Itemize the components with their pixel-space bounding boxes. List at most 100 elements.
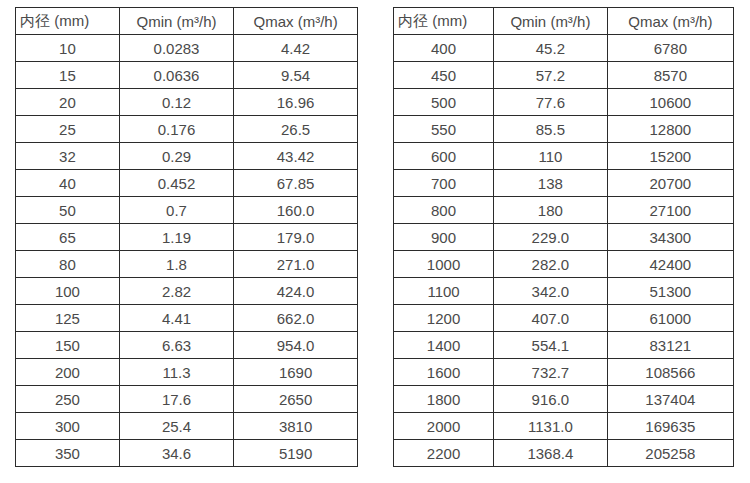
table-row: 1506.63954.0 (16, 332, 358, 359)
data-cell: 20 (16, 89, 120, 116)
data-cell: 350 (16, 440, 120, 467)
data-cell: 2.82 (119, 278, 233, 305)
header-cell-qmin: Qmin (m³/h) (119, 8, 233, 35)
data-cell: 110 (494, 143, 608, 170)
data-cell: 700 (394, 170, 494, 197)
data-cell: 160.0 (234, 197, 358, 224)
table-row: 1000282.042400 (394, 251, 734, 278)
data-cell: 0.12 (119, 89, 233, 116)
data-cell: 12800 (607, 116, 733, 143)
data-cell: 0.0636 (119, 62, 233, 89)
data-cell: 4.41 (119, 305, 233, 332)
data-cell: 179.0 (234, 224, 358, 251)
header-cell-qmax: Qmax (m³/h) (234, 8, 358, 35)
data-cell: 57.2 (494, 62, 608, 89)
data-cell: 1131.0 (494, 413, 608, 440)
data-cell: 732.7 (494, 359, 608, 386)
data-cell: 424.0 (234, 278, 358, 305)
data-cell: 400 (394, 35, 494, 62)
table-header: 内径 (mm) Qmin (m³/h) Qmax (m³/h) (394, 8, 734, 35)
table-row: 900229.034300 (394, 224, 734, 251)
data-cell: 0.29 (119, 143, 233, 170)
data-cell: 15200 (607, 143, 733, 170)
header-cell-qmax: Qmax (m³/h) (607, 8, 733, 35)
data-cell: 4.42 (234, 35, 358, 62)
data-cell: 32 (16, 143, 120, 170)
flow-spec-table-large-diameters: 内径 (mm) Qmin (m³/h) Qmax (m³/h) 40045.26… (393, 7, 734, 467)
table-row: 100.02834.42 (16, 35, 358, 62)
table-row: 1600732.7108566 (394, 359, 734, 386)
data-cell: 282.0 (494, 251, 608, 278)
header-row: 内径 (mm) Qmin (m³/h) Qmax (m³/h) (16, 8, 358, 35)
data-cell: 51300 (607, 278, 733, 305)
data-cell: 1600 (394, 359, 494, 386)
data-cell: 11.3 (119, 359, 233, 386)
data-cell: 250 (16, 386, 120, 413)
table-row: 60011015200 (394, 143, 734, 170)
data-cell: 125 (16, 305, 120, 332)
table-row: 200.1216.96 (16, 89, 358, 116)
table-row: 30025.43810 (16, 413, 358, 440)
data-cell: 67.85 (234, 170, 358, 197)
data-cell: 9.54 (234, 62, 358, 89)
data-cell: 2650 (234, 386, 358, 413)
data-cell: 180 (494, 197, 608, 224)
data-cell: 200 (16, 359, 120, 386)
data-cell: 80 (16, 251, 120, 278)
data-cell: 45.2 (494, 35, 608, 62)
table-row: 1400554.183121 (394, 332, 734, 359)
data-cell: 25 (16, 116, 120, 143)
table-row: 25017.62650 (16, 386, 358, 413)
data-cell: 25.4 (119, 413, 233, 440)
table-row: 1100342.051300 (394, 278, 734, 305)
data-cell: 40 (16, 170, 120, 197)
data-cell: 34300 (607, 224, 733, 251)
page: 内径 (mm) Qmin (m³/h) Qmax (m³/h) 100.0283… (0, 0, 750, 483)
table-row: 45057.28570 (394, 62, 734, 89)
data-cell: 450 (394, 62, 494, 89)
data-cell: 20700 (607, 170, 733, 197)
data-cell: 916.0 (494, 386, 608, 413)
data-cell: 900 (394, 224, 494, 251)
data-cell: 271.0 (234, 251, 358, 278)
table-row: 1200407.061000 (394, 305, 734, 332)
data-cell: 0.0283 (119, 35, 233, 62)
data-cell: 10600 (607, 89, 733, 116)
table-row: 1002.82424.0 (16, 278, 358, 305)
table-header: 内径 (mm) Qmin (m³/h) Qmax (m³/h) (16, 8, 358, 35)
data-cell: 1.8 (119, 251, 233, 278)
data-cell: 6780 (607, 35, 733, 62)
data-cell: 1200 (394, 305, 494, 332)
data-cell: 954.0 (234, 332, 358, 359)
data-cell: 2000 (394, 413, 494, 440)
data-cell: 0.452 (119, 170, 233, 197)
table-row: 35034.65190 (16, 440, 358, 467)
table-row: 400.45267.85 (16, 170, 358, 197)
data-cell: 16.96 (234, 89, 358, 116)
data-cell: 407.0 (494, 305, 608, 332)
data-cell: 10 (16, 35, 120, 62)
table-row: 320.2943.42 (16, 143, 358, 170)
table-row: 1254.41662.0 (16, 305, 358, 332)
data-cell: 229.0 (494, 224, 608, 251)
data-cell: 17.6 (119, 386, 233, 413)
data-cell: 1368.4 (494, 440, 608, 467)
table-row: 55085.512800 (394, 116, 734, 143)
data-cell: 1690 (234, 359, 358, 386)
data-cell: 100 (16, 278, 120, 305)
table-row: 20011.31690 (16, 359, 358, 386)
table-row: 150.06369.54 (16, 62, 358, 89)
data-cell: 50 (16, 197, 120, 224)
data-cell: 1800 (394, 386, 494, 413)
data-cell: 3810 (234, 413, 358, 440)
table-row: 40045.26780 (394, 35, 734, 62)
data-cell: 2200 (394, 440, 494, 467)
data-cell: 342.0 (494, 278, 608, 305)
table-row: 500.7160.0 (16, 197, 358, 224)
header-cell-qmin: Qmin (m³/h) (494, 8, 608, 35)
data-cell: 662.0 (234, 305, 358, 332)
data-cell: 61000 (607, 305, 733, 332)
data-cell: 43.42 (234, 143, 358, 170)
data-cell: 1400 (394, 332, 494, 359)
table-row: 801.8271.0 (16, 251, 358, 278)
